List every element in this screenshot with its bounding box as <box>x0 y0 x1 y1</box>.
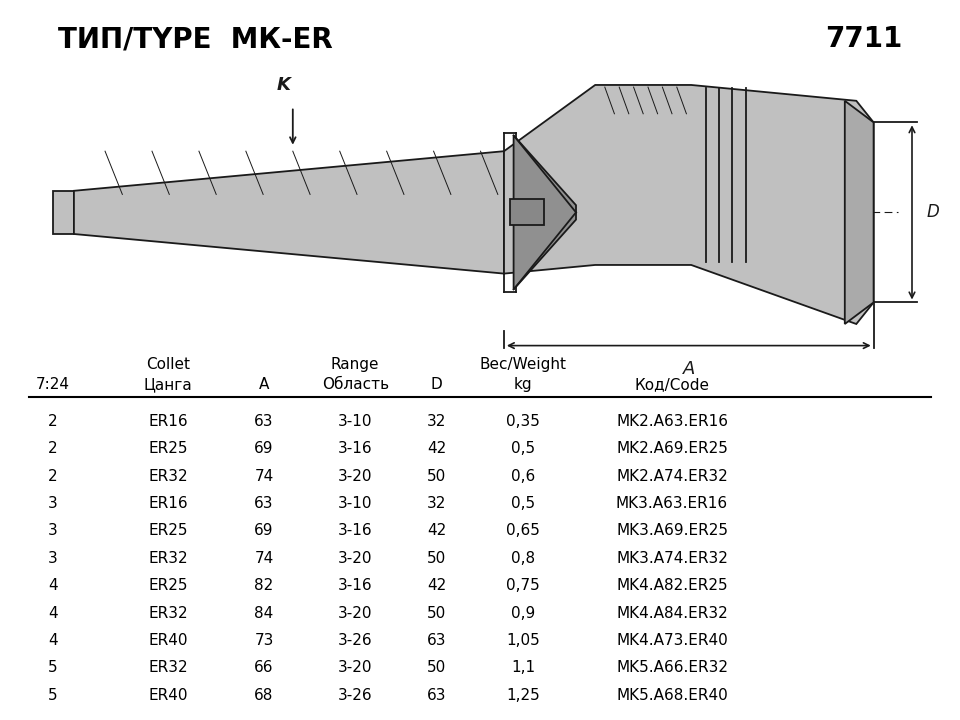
Text: Код/Code: Код/Code <box>635 377 709 392</box>
Text: 3-10: 3-10 <box>338 496 372 511</box>
Text: K: K <box>276 76 290 94</box>
Text: MK3.A69.ER25: MK3.A69.ER25 <box>616 523 728 539</box>
Text: 4: 4 <box>48 578 58 593</box>
Text: MK4.A84.ER32: MK4.A84.ER32 <box>616 606 728 621</box>
Text: MK4.A73.ER40: MK4.A73.ER40 <box>616 633 728 648</box>
Text: ER32: ER32 <box>148 660 188 675</box>
Text: 2: 2 <box>48 414 58 429</box>
Text: MK3.A63.ER16: MK3.A63.ER16 <box>616 496 728 511</box>
Text: A: A <box>259 377 269 392</box>
Text: 3-26: 3-26 <box>338 633 372 648</box>
Text: 3-20: 3-20 <box>338 469 372 484</box>
Polygon shape <box>510 199 544 225</box>
Text: 3-16: 3-16 <box>338 578 372 593</box>
Text: 1,25: 1,25 <box>506 688 540 703</box>
Polygon shape <box>74 151 504 274</box>
Text: MK4.A82.ER25: MK4.A82.ER25 <box>616 578 728 593</box>
Text: 63: 63 <box>254 496 274 511</box>
Text: 0,5: 0,5 <box>511 441 536 456</box>
Text: ER25: ER25 <box>148 441 188 456</box>
Text: ER16: ER16 <box>148 414 188 429</box>
Text: ER40: ER40 <box>148 633 188 648</box>
Text: 1,05: 1,05 <box>506 633 540 648</box>
Text: D: D <box>926 203 939 222</box>
Text: 69: 69 <box>254 441 274 456</box>
Text: 32: 32 <box>427 414 446 429</box>
Text: 74: 74 <box>254 551 274 566</box>
Text: 4: 4 <box>48 633 58 648</box>
Text: ER25: ER25 <box>148 523 188 539</box>
Text: 3-16: 3-16 <box>338 523 372 539</box>
Text: 42: 42 <box>427 578 446 593</box>
Text: Bec/Weight: Bec/Weight <box>480 357 566 372</box>
Text: MK5.A68.ER40: MK5.A68.ER40 <box>616 688 728 703</box>
Text: MK2.A74.ER32: MK2.A74.ER32 <box>616 469 728 484</box>
Polygon shape <box>514 135 576 289</box>
Text: MK2.A63.ER16: MK2.A63.ER16 <box>616 414 728 429</box>
Text: 73: 73 <box>254 633 274 648</box>
Text: 7711: 7711 <box>826 25 902 53</box>
Text: 3: 3 <box>48 523 58 539</box>
Text: kg: kg <box>514 377 533 392</box>
Text: 0,75: 0,75 <box>506 578 540 593</box>
Text: 3-20: 3-20 <box>338 660 372 675</box>
Text: 3-20: 3-20 <box>338 606 372 621</box>
Text: 3-26: 3-26 <box>338 688 372 703</box>
Text: 3-16: 3-16 <box>338 441 372 456</box>
Text: 63: 63 <box>427 633 446 648</box>
Text: 0,6: 0,6 <box>511 469 536 484</box>
Text: 0,35: 0,35 <box>506 414 540 429</box>
Text: 74: 74 <box>254 469 274 484</box>
Text: 3: 3 <box>48 496 58 511</box>
Text: 50: 50 <box>427 660 446 675</box>
Text: MK5.A66.ER32: MK5.A66.ER32 <box>616 660 728 675</box>
Text: ER40: ER40 <box>148 688 188 703</box>
Text: 3: 3 <box>48 551 58 566</box>
Text: 4: 4 <box>48 606 58 621</box>
Text: ER32: ER32 <box>148 551 188 566</box>
Text: 42: 42 <box>427 441 446 456</box>
Text: 0,9: 0,9 <box>511 606 536 621</box>
Polygon shape <box>845 101 874 324</box>
Text: Цанга: Цанга <box>144 377 192 392</box>
Text: Collet: Collet <box>146 357 190 372</box>
Text: ТИП/TYPE  МК-ER: ТИП/TYPE МК-ER <box>58 25 332 53</box>
Text: 2: 2 <box>48 469 58 484</box>
Text: MK2.A69.ER25: MK2.A69.ER25 <box>616 441 728 456</box>
Text: 82: 82 <box>254 578 274 593</box>
Text: 32: 32 <box>427 496 446 511</box>
Text: Область: Область <box>322 377 389 392</box>
Text: 5: 5 <box>48 688 58 703</box>
Text: A: A <box>683 360 695 378</box>
Text: 50: 50 <box>427 606 446 621</box>
Text: D: D <box>431 377 443 392</box>
Text: ER32: ER32 <box>148 606 188 621</box>
Text: MK3.A74.ER32: MK3.A74.ER32 <box>616 551 728 566</box>
Text: 1,1: 1,1 <box>511 660 536 675</box>
Text: 42: 42 <box>427 523 446 539</box>
Text: 0,5: 0,5 <box>511 496 536 511</box>
Text: 50: 50 <box>427 469 446 484</box>
Text: 66: 66 <box>254 660 274 675</box>
Text: ER25: ER25 <box>148 578 188 593</box>
Text: 69: 69 <box>254 523 274 539</box>
Polygon shape <box>504 85 874 324</box>
Text: 3-20: 3-20 <box>338 551 372 566</box>
Text: ER32: ER32 <box>148 469 188 484</box>
Polygon shape <box>53 191 74 234</box>
Text: 63: 63 <box>427 688 446 703</box>
Text: Range: Range <box>331 357 379 372</box>
Text: 84: 84 <box>254 606 274 621</box>
Text: 0,65: 0,65 <box>506 523 540 539</box>
Text: 50: 50 <box>427 551 446 566</box>
Text: 2: 2 <box>48 441 58 456</box>
Text: 63: 63 <box>254 414 274 429</box>
Text: 7:24: 7:24 <box>36 377 70 392</box>
Text: 3-10: 3-10 <box>338 414 372 429</box>
Text: ER16: ER16 <box>148 496 188 511</box>
Text: 0,8: 0,8 <box>511 551 536 566</box>
Text: 5: 5 <box>48 660 58 675</box>
Text: 68: 68 <box>254 688 274 703</box>
